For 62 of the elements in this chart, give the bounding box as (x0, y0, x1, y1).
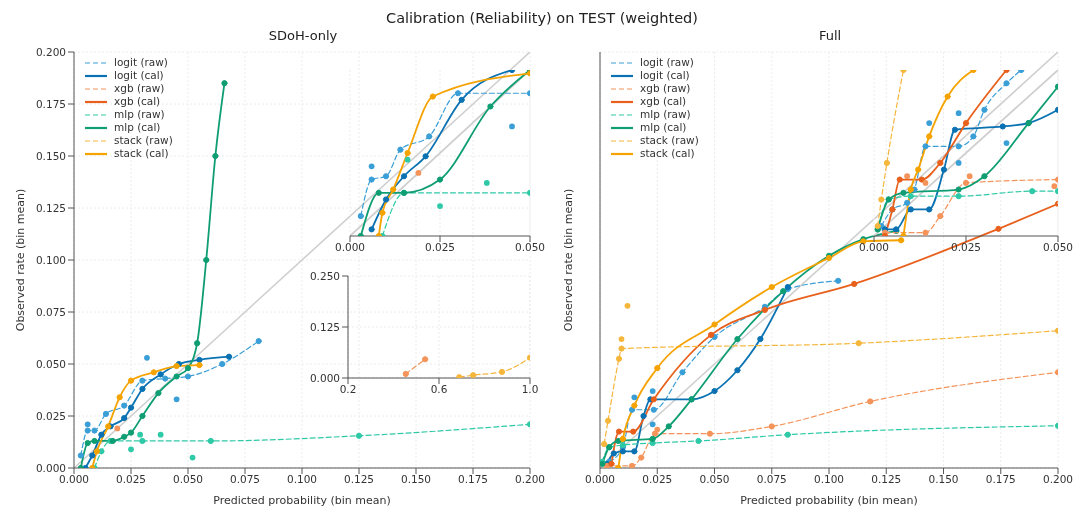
x-tick-label: 0.000 (858, 241, 890, 254)
legend-label: logit (cal) (114, 69, 164, 82)
y-tick-label: 0.000 (35, 461, 66, 474)
x-tick-label: 0.100 (286, 473, 318, 486)
y-tick-label: 0.075 (35, 305, 66, 318)
text: Calibration (Reliability) on TEST (weighted) (385, 10, 699, 26)
x-tick-label: 0.075 (756, 473, 787, 486)
legend-label: stack (cal) (114, 147, 169, 160)
legend-label: stack (cal) (640, 147, 695, 160)
legend-label: stack (raw) (114, 134, 173, 147)
x-tick-label: 0.175 (985, 473, 1016, 486)
legend-label: xgb (raw) (640, 82, 691, 95)
x-tick-label: 0.075 (229, 473, 261, 486)
y-tick-label: 0.025 (35, 409, 66, 422)
chart-title: Full (817, 28, 843, 43)
x-tick-label: 0.025 (424, 241, 456, 254)
y-tick-label: 0.125 (309, 320, 340, 333)
y-tick-label: 0.000 (309, 371, 340, 384)
x-tick-label: 0.025 (950, 241, 982, 254)
y-tick-label: 0.050 (35, 357, 66, 370)
legend-label: stack (raw) (640, 134, 699, 147)
legend-label: mlp (cal) (114, 121, 161, 134)
x-tick-label: 0.000 (58, 473, 90, 486)
x-tick-label: 0.000 (584, 473, 616, 486)
x-tick-label: 0.200 (514, 473, 546, 486)
x-tick-label: 0.025 (642, 473, 673, 486)
chart-title: SDoH-only (267, 28, 339, 43)
x-tick-label: 0.025 (115, 473, 147, 486)
x-tick-label: 0.050 (1042, 241, 1074, 254)
legend-label: mlp (raw) (114, 108, 165, 121)
legend-label: xgb (raw) (114, 82, 165, 95)
legend-label: logit (raw) (640, 56, 694, 69)
x-axis-title: Predicted probability (bin mean) (213, 494, 391, 507)
y-tick-label: 0.250 (309, 269, 340, 282)
y-axis-title: Observed rate (bin mean) (561, 188, 575, 332)
x-tick-label: 1.0 (521, 383, 539, 396)
y-tick-label: 0.100 (35, 253, 66, 266)
y-tick-label: 0.125 (35, 201, 66, 214)
y-tick-label: 0.175 (35, 97, 66, 110)
legend-label: mlp (raw) (640, 108, 691, 121)
x-tick-label: 0.100 (813, 473, 845, 486)
x-tick-label: 0.2 (339, 383, 357, 396)
x-tick-label: 0.6 (430, 383, 448, 396)
x-tick-label: 0.000 (334, 241, 366, 254)
legend-label: xgb (cal) (640, 95, 687, 108)
x-tick-label: 0.125 (871, 473, 902, 486)
legend-label: xgb (cal) (114, 95, 161, 108)
legend-label: logit (cal) (640, 69, 690, 82)
y-axis-title: Observed rate (bin mean) (13, 188, 27, 332)
y-tick-label: 0.200 (35, 45, 66, 58)
x-axis-title: Predicted probability (bin mean) (740, 494, 918, 507)
y-tick-label: 0.150 (35, 149, 66, 162)
x-tick-label: 0.050 (699, 473, 730, 486)
x-tick-label: 0.050 (172, 473, 204, 486)
x-tick-label: 0.200 (1042, 473, 1074, 486)
x-tick-label: 0.150 (928, 473, 959, 486)
legend-label: logit (raw) (114, 56, 168, 69)
x-tick-label: 0.175 (457, 473, 489, 486)
legend-label: mlp (cal) (640, 121, 687, 134)
x-tick-label: 0.125 (343, 473, 375, 486)
x-tick-label: 0.050 (514, 241, 546, 254)
x-tick-label: 0.150 (400, 473, 432, 486)
